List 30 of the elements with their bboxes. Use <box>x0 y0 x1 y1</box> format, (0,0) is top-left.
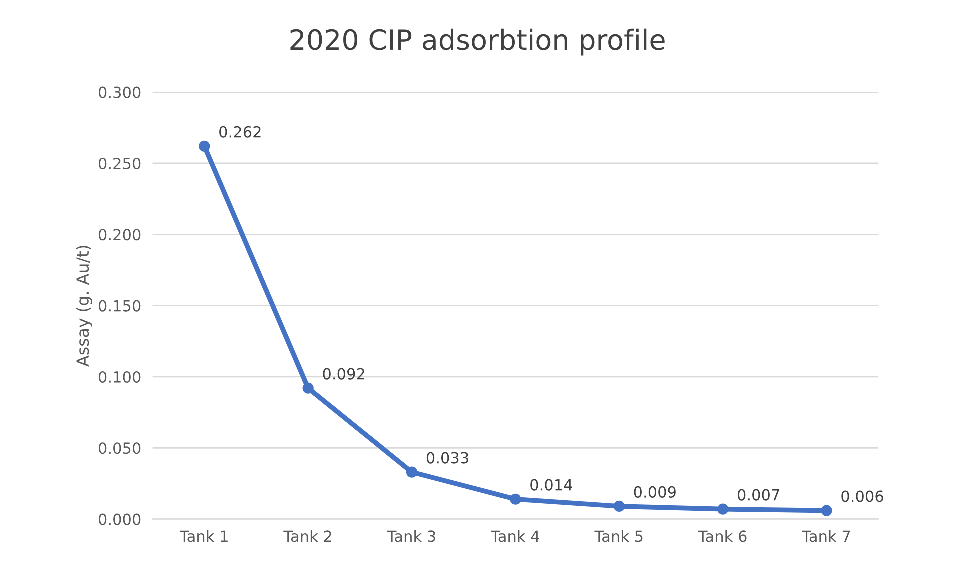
y-tick-label: 0.300 <box>98 86 141 98</box>
data-label: 0.033 <box>426 452 468 464</box>
y-tick-label: 0.150 <box>98 300 141 312</box>
y-tick-label: 0.000 <box>98 514 141 526</box>
point <box>406 466 418 478</box>
point <box>510 494 522 505</box>
y-tick-label: 0.250 <box>98 158 141 170</box>
x-tick-label: Tank 1 <box>180 530 228 542</box>
x-tick-label: Tank 4 <box>491 530 540 542</box>
point <box>718 504 729 515</box>
data-label: 0.014 <box>530 479 572 491</box>
y-tick-label: 0.200 <box>98 229 141 241</box>
y-axis-title: Assay (g. Au/t) <box>76 246 92 367</box>
x-tick-label: Tank 2 <box>284 530 332 542</box>
point <box>199 140 210 152</box>
x-tick-label: Tank 3 <box>387 530 436 542</box>
y-tick-label: 0.100 <box>98 371 141 383</box>
data-label: 0.009 <box>634 486 676 498</box>
data-label: 0.006 <box>842 490 884 502</box>
x-tick-label: Tank 5 <box>594 530 643 542</box>
y-tick-label: 0.050 <box>98 442 141 454</box>
data-label: 0.262 <box>220 126 261 138</box>
x-tick-label: Tank 7 <box>802 530 850 542</box>
data-label: 0.007 <box>738 489 780 501</box>
point <box>302 382 314 394</box>
x-tick-label: Tank 6 <box>698 530 747 542</box>
data-label: 0.092 <box>323 368 364 380</box>
point <box>614 500 625 512</box>
chart-title: 2020 CIP adsorbtion profile <box>290 28 665 56</box>
point <box>821 505 832 516</box>
